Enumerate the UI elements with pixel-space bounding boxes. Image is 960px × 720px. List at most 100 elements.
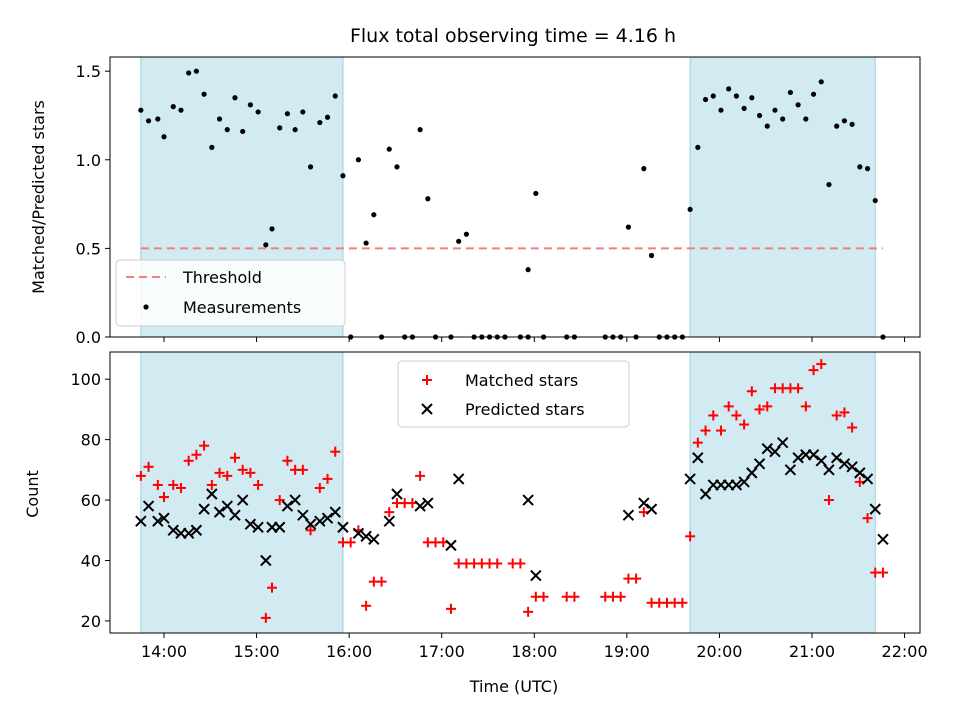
top-ytick-label: 1.0: [76, 151, 101, 170]
predicted-stars-point: [142, 500, 155, 512]
measurements-point: [641, 166, 647, 172]
predicted-stars-point: [753, 458, 766, 470]
matched-stars-point: [569, 591, 580, 602]
predicted-stars-point-b: [830, 452, 843, 464]
measurements-point: [417, 127, 423, 133]
matched-stars-point: [523, 606, 534, 617]
predicted-stars-point-b: [182, 527, 195, 539]
predicted-stars-point: [190, 524, 203, 536]
predicted-stars-point-b: [784, 464, 797, 476]
measurements-point: [710, 93, 716, 99]
measurements-point: [780, 116, 786, 122]
predicted-stars-point: [622, 509, 635, 521]
measurements-point: [224, 127, 230, 133]
predicted-stars-point: [368, 533, 380, 546]
measurements-point: [772, 107, 778, 113]
matched-stars-point: [415, 470, 426, 481]
top-ylabel: Matched/Predicted stars: [29, 100, 48, 294]
measurements-point: [795, 102, 801, 108]
predicted-stars-point-b: [321, 512, 334, 524]
predicted-stars-point-b: [699, 488, 712, 500]
measurements-point: [625, 224, 632, 230]
predicted-stars-point-b: [167, 524, 179, 536]
legend-matched-swatch: [422, 375, 432, 385]
predicted-stars-point: [699, 488, 712, 500]
predicted-stars-point: [522, 494, 534, 506]
matched-stars-point: [793, 383, 804, 394]
measurements-point: [764, 123, 770, 129]
measurements-point: [818, 79, 824, 85]
matched-stars-point: [245, 467, 256, 478]
top-axes-frame: [109, 56, 921, 338]
matched-stars-point: [314, 482, 325, 493]
bottom-ytick-label: 60: [81, 491, 101, 510]
matched-stars-point: [746, 386, 757, 397]
matched-stars-point: [222, 470, 233, 481]
predicted-stars-point-b: [244, 518, 257, 530]
predicted-stars-point-b: [807, 449, 820, 461]
matched-stars-point: [361, 600, 372, 611]
xtick-label: 18:00: [511, 642, 557, 661]
measurements-point: [138, 107, 144, 113]
measurements-point: [363, 240, 369, 246]
legend-matched-label: Matched stars: [465, 371, 578, 390]
measurements-point: [456, 238, 462, 244]
predicted-stars-point: [383, 515, 395, 527]
matched-stars-point: [615, 591, 626, 602]
predicted-stars-point-b: [761, 442, 773, 455]
matched-stars-point: [754, 404, 765, 415]
predicted-stars-point-b: [158, 512, 170, 524]
predicted-stars-point: [761, 442, 773, 455]
measurements-point: [317, 119, 323, 126]
predicted-stars-point-b: [452, 473, 465, 485]
predicted-stars-point-b: [142, 500, 155, 512]
predicted-stars-point-b: [638, 497, 650, 509]
predicted-stars-point: [221, 500, 233, 512]
matched-stars-point: [723, 401, 734, 412]
measurements-point: [209, 144, 215, 150]
predicted-stars-point: [274, 521, 286, 533]
measurements-point: [247, 102, 253, 108]
predicted-stars-point: [769, 446, 781, 458]
xtick-label: 14:00: [141, 642, 187, 661]
predicted-stars-point: [838, 458, 851, 470]
predicted-stars-point-b: [753, 458, 766, 470]
matched-stars-point: [183, 455, 194, 466]
chart-title: Flux total observing time = 4.16 h: [350, 25, 676, 47]
predicted-stars-point: [391, 488, 403, 500]
measurements-point: [161, 134, 167, 140]
predicted-stars-point-b: [815, 455, 827, 467]
matched-stars-point: [143, 461, 154, 472]
predicted-stars-point-b: [522, 494, 534, 506]
measurements-point: [718, 107, 724, 113]
legend-threshold-label: Threshold: [182, 268, 262, 287]
predicted-stars-point-b: [297, 509, 309, 521]
predicted-stars-point: [776, 436, 789, 449]
predicted-stars-point-b: [391, 488, 403, 500]
measurements-point: [756, 112, 763, 119]
measurements-point: [269, 226, 275, 232]
bottom-panel: 20 40 60 80 100 14:00 15:00 16:00 17:00 18:00 19:0…: [70, 351, 928, 661]
predicted-stars-point-b: [383, 515, 395, 527]
predicted-stars-point: [877, 533, 889, 546]
matched-stars-point: [731, 410, 742, 421]
matched-stars-point: [274, 495, 285, 506]
predicted-stars-point-b: [304, 518, 317, 530]
matched-stars-point: [135, 470, 146, 481]
predicted-stars-point: [281, 500, 294, 512]
measurements-point: [841, 118, 848, 124]
measurements-point: [648, 252, 655, 259]
matched-stars-point: [862, 513, 873, 524]
matched-stars-point: [831, 410, 842, 421]
predicted-stars-point-b: [135, 515, 147, 527]
predicted-stars-point-b: [530, 569, 542, 582]
measurements-point: [170, 104, 176, 110]
matched-stars-point: [631, 573, 642, 584]
measurements-point: [263, 242, 269, 248]
measurements-point: [332, 93, 338, 99]
measurements-point: [201, 91, 207, 97]
matched-stars-point: [322, 473, 333, 484]
predicted-stars-point: [198, 503, 210, 515]
predicted-stars-point: [445, 539, 457, 552]
measurements-point: [726, 86, 732, 92]
